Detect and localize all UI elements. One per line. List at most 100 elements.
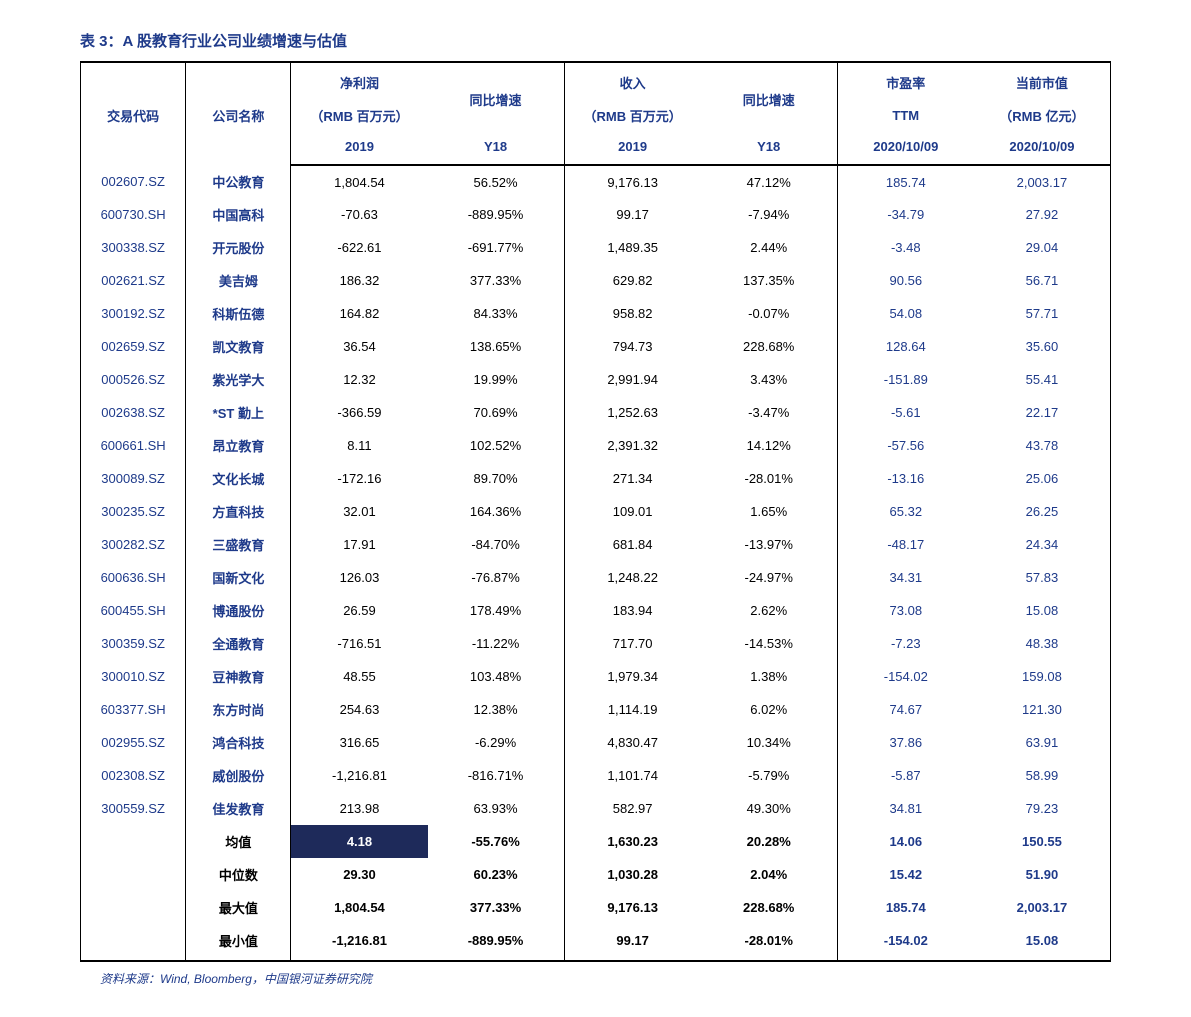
cell-growth2: 137.35% — [701, 264, 838, 297]
table-row: 002955.SZ鸿合科技316.65-6.29%4,830.4710.34%3… — [81, 726, 1111, 759]
cell-pe: 34.81 — [837, 792, 974, 825]
cell-growth1: 63.93% — [428, 792, 565, 825]
table-summary: 均值4.18-55.76%1,630.2320.28%14.06150.55中位… — [81, 825, 1111, 961]
table-row: 300359.SZ全通教育-716.51-11.22%717.70-14.53%… — [81, 627, 1111, 660]
cell-empty — [81, 891, 186, 924]
cell-code: 603377.SH — [81, 693, 186, 726]
cell-pe: 65.32 — [837, 495, 974, 528]
cell-profit: 48.55 — [291, 660, 428, 693]
cell-profit: -70.63 — [291, 198, 428, 231]
cell-code: 002621.SZ — [81, 264, 186, 297]
cell-revenue: 1,030.28 — [564, 858, 701, 891]
table-header: 交易代码 公司名称 净利润 同比增速 收入 同比增速 市盈率 当前市值 （RMB… — [81, 62, 1111, 165]
cell-growth2: -24.97% — [701, 561, 838, 594]
cell-growth2: 2.04% — [701, 858, 838, 891]
cell-growth2: -3.47% — [701, 396, 838, 429]
cell-code: 000526.SZ — [81, 363, 186, 396]
table-row: 600661.SH昂立教育8.11102.52%2,391.3214.12%-5… — [81, 429, 1111, 462]
summary-row: 均值4.18-55.76%1,630.2320.28%14.06150.55 — [81, 825, 1111, 858]
table-row: 300282.SZ三盛教育17.91-84.70%681.84-13.97%-4… — [81, 528, 1111, 561]
cell-profit: 36.54 — [291, 330, 428, 363]
cell-label: 均值 — [186, 825, 291, 858]
summary-row: 最大值1,804.54377.33%9,176.13228.68%185.742… — [81, 891, 1111, 924]
table-row: 300010.SZ豆神教育48.55103.48%1,979.341.38%-1… — [81, 660, 1111, 693]
cell-mktcap: 121.30 — [974, 693, 1111, 726]
cell-name: 全通教育 — [186, 627, 291, 660]
cell-revenue: 2,991.94 — [564, 363, 701, 396]
cell-growth1: 19.99% — [428, 363, 565, 396]
valuation-table: 交易代码 公司名称 净利润 同比增速 收入 同比增速 市盈率 当前市值 （RMB… — [80, 61, 1111, 962]
cell-revenue: 629.82 — [564, 264, 701, 297]
table-row: 300235.SZ方直科技32.01164.36%109.011.65%65.3… — [81, 495, 1111, 528]
cell-pe: -5.87 — [837, 759, 974, 792]
cell-revenue: 99.17 — [564, 198, 701, 231]
table-row: 600636.SH国新文化126.03-76.87%1,248.22-24.97… — [81, 561, 1111, 594]
cell-pe: -5.61 — [837, 396, 974, 429]
cell-code: 002638.SZ — [81, 396, 186, 429]
cell-profit: 32.01 — [291, 495, 428, 528]
cell-pe: 90.56 — [837, 264, 974, 297]
cell-mktcap: 57.71 — [974, 297, 1111, 330]
cell-empty — [81, 924, 186, 961]
cell-pe: -3.48 — [837, 231, 974, 264]
cell-growth2: 49.30% — [701, 792, 838, 825]
cell-growth2: -5.79% — [701, 759, 838, 792]
cell-profit: -622.61 — [291, 231, 428, 264]
header-pe: 市盈率 — [837, 62, 974, 99]
cell-growth2: 228.68% — [701, 891, 838, 924]
cell-name: 中国高科 — [186, 198, 291, 231]
cell-name: 东方时尚 — [186, 693, 291, 726]
cell-revenue: 1,114.19 — [564, 693, 701, 726]
cell-growth2: 1.65% — [701, 495, 838, 528]
cell-growth1: -6.29% — [428, 726, 565, 759]
cell-growth2: -0.07% — [701, 297, 838, 330]
cell-revenue: 794.73 — [564, 330, 701, 363]
cell-revenue: 1,630.23 — [564, 825, 701, 858]
table-row: 300338.SZ开元股份-622.61-691.77%1,489.352.44… — [81, 231, 1111, 264]
table-row: 002607.SZ中公教育1,804.5456.52%9,176.1347.12… — [81, 165, 1111, 198]
cell-mktcap: 55.41 — [974, 363, 1111, 396]
table-row: 300559.SZ佳发教育213.9863.93%582.9749.30%34.… — [81, 792, 1111, 825]
cell-revenue: 99.17 — [564, 924, 701, 961]
header-revenue-unit: （RMB 百万元） — [564, 99, 701, 132]
table-row: 603377.SH东方时尚254.6312.38%1,114.196.02%74… — [81, 693, 1111, 726]
table-row: 300192.SZ科斯伍德164.8284.33%958.82-0.07%54.… — [81, 297, 1111, 330]
cell-mktcap: 159.08 — [974, 660, 1111, 693]
summary-row: 中位数29.3060.23%1,030.282.04%15.4251.90 — [81, 858, 1111, 891]
cell-growth2: 14.12% — [701, 429, 838, 462]
cell-pe: 54.08 — [837, 297, 974, 330]
cell-profit: -716.51 — [291, 627, 428, 660]
cell-growth2: 2.62% — [701, 594, 838, 627]
header-mktcap-date: 2020/10/09 — [974, 132, 1111, 165]
header-growth1-year: Y18 — [428, 132, 565, 165]
cell-code: 600730.SH — [81, 198, 186, 231]
cell-code: 600636.SH — [81, 561, 186, 594]
cell-profit: 254.63 — [291, 693, 428, 726]
cell-pe: -7.23 — [837, 627, 974, 660]
cell-mktcap: 150.55 — [974, 825, 1111, 858]
cell-pe: -154.02 — [837, 660, 974, 693]
cell-profit: 17.91 — [291, 528, 428, 561]
cell-growth2: -14.53% — [701, 627, 838, 660]
summary-row: 最小值-1,216.81-889.95%99.17-28.01%-154.021… — [81, 924, 1111, 961]
cell-revenue: 958.82 — [564, 297, 701, 330]
cell-growth1: -11.22% — [428, 627, 565, 660]
cell-code: 300559.SZ — [81, 792, 186, 825]
cell-profit: 4.18 — [291, 825, 428, 858]
cell-growth2: -28.01% — [701, 924, 838, 961]
header-growth2: 同比增速 — [701, 62, 838, 132]
cell-revenue: 1,979.34 — [564, 660, 701, 693]
cell-code: 002659.SZ — [81, 330, 186, 363]
cell-label: 最大值 — [186, 891, 291, 924]
cell-mktcap: 25.06 — [974, 462, 1111, 495]
cell-profit: 186.32 — [291, 264, 428, 297]
cell-growth2: -13.97% — [701, 528, 838, 561]
cell-mktcap: 24.34 — [974, 528, 1111, 561]
cell-profit: 1,804.54 — [291, 165, 428, 198]
cell-growth1: -84.70% — [428, 528, 565, 561]
cell-profit: -1,216.81 — [291, 759, 428, 792]
cell-label: 最小值 — [186, 924, 291, 961]
cell-name: 国新文化 — [186, 561, 291, 594]
cell-mktcap: 63.91 — [974, 726, 1111, 759]
cell-revenue: 9,176.13 — [564, 165, 701, 198]
